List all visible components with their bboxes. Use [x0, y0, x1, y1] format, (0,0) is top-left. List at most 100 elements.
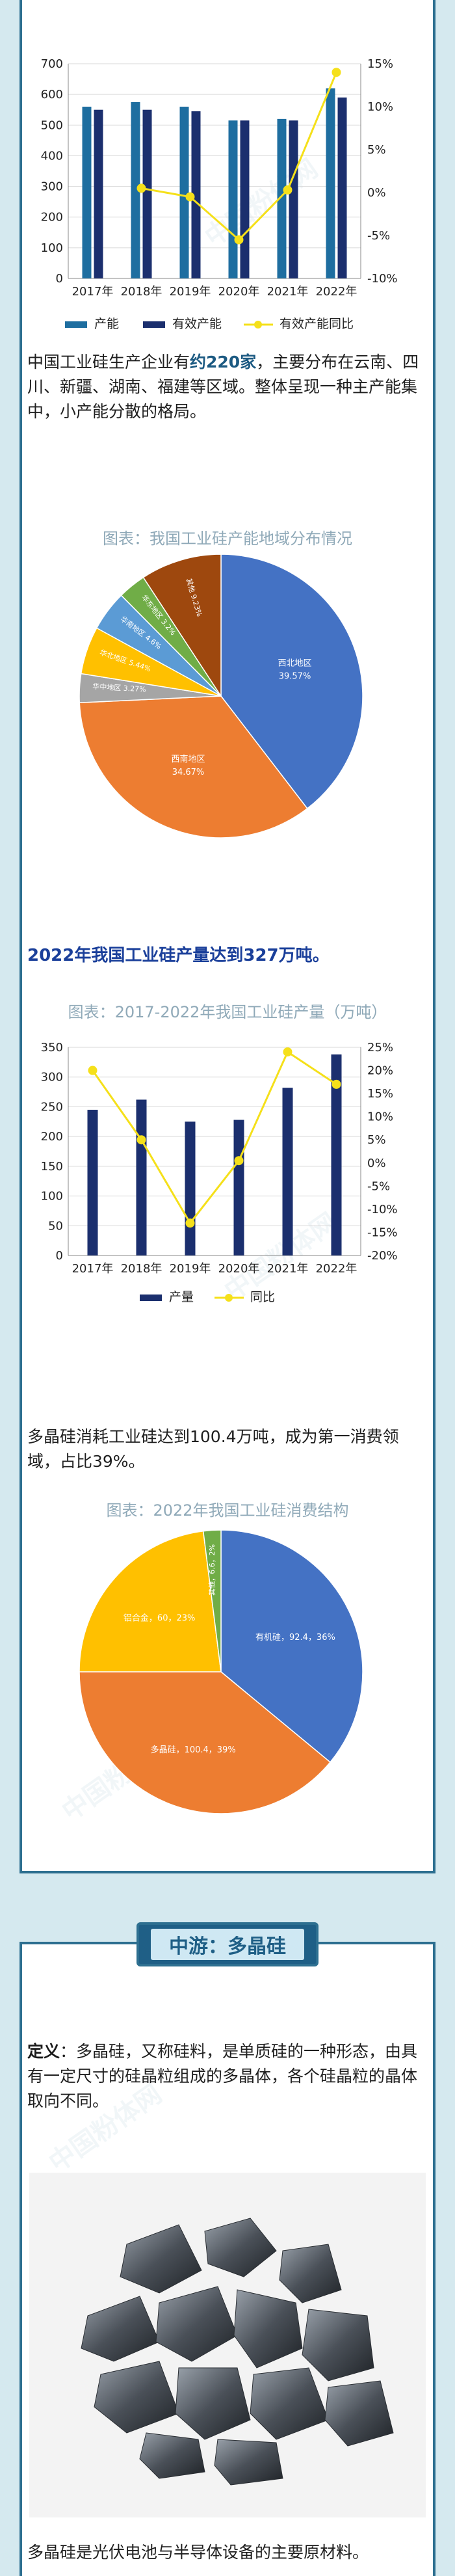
- point-同比: [283, 1047, 292, 1057]
- legend-label-output: 产量: [169, 1290, 194, 1304]
- point-同比: [185, 1218, 195, 1228]
- legend-marker-yoy: [254, 321, 262, 329]
- y-tick-label: 0: [56, 272, 63, 286]
- y-tick-label: 300: [41, 1071, 63, 1084]
- bar-产量: [87, 1110, 98, 1255]
- polysilicon-photo: [29, 2173, 426, 2517]
- y-tick-label: 300: [41, 180, 63, 194]
- x-tick-label: 2021年: [267, 285, 309, 299]
- production-bar-line-chart: 0 50 100 150 200 250 300 350 25% 20% 15% 10% 5% 0% -5%…: [41, 1041, 398, 1304]
- x-tick-label: 2018年: [121, 285, 162, 299]
- x-tick-label: 2019年: [170, 1262, 211, 1276]
- legend-swatch-capacity: [65, 321, 87, 328]
- y-tick-label: 200: [41, 1130, 63, 1144]
- y2-tick-label: 5%: [367, 1133, 386, 1147]
- point-同比: [332, 1079, 341, 1089]
- y-tick-label: 700: [41, 57, 63, 71]
- bar-产能: [326, 88, 335, 278]
- para1-text-rest: ，主要分布在云南、四川、新疆、湖南、福建等区域。整体呈现一种主产能集中，小产能分…: [27, 353, 419, 421]
- y2-tick-label: -5%: [367, 229, 390, 243]
- y-tick-label: 250: [41, 1100, 63, 1114]
- legend-marker-yoy: [225, 1294, 233, 1302]
- bar-有效产能: [337, 97, 347, 278]
- bar-产量: [331, 1054, 342, 1255]
- chart3-title: 图表：2017-2022年我国工业硅产量（万吨）: [68, 1003, 387, 1021]
- y-tick-label: 100: [41, 1190, 63, 1203]
- point-有效产能同比: [234, 235, 244, 245]
- y-tick-label: 100: [41, 241, 63, 255]
- pie-slice: [79, 1671, 332, 1814]
- bar-产能: [277, 118, 287, 278]
- paragraph-polysilicon-use: 多晶硅是光伏电池与半导体设备的主要原材料。: [27, 2543, 369, 2562]
- y-tick-label: 600: [41, 88, 63, 101]
- pie-value: 34.67%: [172, 768, 205, 777]
- y2-tick-label: 20%: [367, 1064, 393, 1078]
- production-headline: 2022年我国工业硅产量达到327万吨。: [27, 946, 330, 965]
- bar-产能: [131, 101, 140, 278]
- pie-slice: [79, 695, 308, 839]
- pie-label: 铝合金，60，23%: [124, 1613, 195, 1623]
- y2-tick-label: -10%: [367, 272, 398, 286]
- y2-tick-label: -20%: [367, 1249, 398, 1263]
- x-tick-label: 2017年: [72, 285, 114, 299]
- y-tick-label: 400: [41, 149, 63, 163]
- bar-有效产能: [191, 111, 201, 279]
- y-tick-label: 150: [41, 1160, 63, 1174]
- legend-label-effective: 有效产能: [172, 317, 222, 331]
- y2-tick-label: 25%: [367, 1041, 393, 1054]
- legend-swatch-effective: [143, 321, 165, 328]
- capacity-bar-line-chart: 0 100 200 300 400 500 600 700 15% 10% 5% 0% -5% -10% 2…: [41, 57, 398, 331]
- bar-产能: [82, 107, 92, 278]
- definition-paragraph: 定义：多晶硅，又称硅料，是单质硅的一种形态，由具有一定尺寸的硅晶粒组成的多晶体，…: [27, 2039, 427, 2113]
- y2-tick-label: 10%: [367, 1110, 393, 1124]
- y2-tick-label: 0%: [367, 186, 386, 200]
- x-tick-label: 2020年: [218, 1262, 260, 1276]
- bar-有效产能: [142, 109, 152, 278]
- pie-label: 西南地区: [172, 754, 205, 764]
- point-有效产能同比: [332, 68, 341, 77]
- y2-tick-label: -15%: [367, 1226, 398, 1239]
- bar-产能: [179, 107, 189, 278]
- y2-tick-label: 15%: [367, 57, 393, 71]
- x-tick-label: 2018年: [121, 1262, 162, 1276]
- definition-text: ：多晶硅，又称硅料，是单质硅的一种形态，由具有一定尺寸的硅晶粒组成的多晶体，各个…: [27, 2042, 418, 2110]
- paragraph-enterprises: 中国工业硅生产企业有约220家，主要分布在云南、四川、新疆、湖南、福建等区域。整…: [27, 350, 427, 424]
- pie-slice: [142, 554, 222, 698]
- point-有效产能同比: [185, 192, 195, 202]
- chart2-title: 图表：我国工业硅产能地域分布情况: [103, 530, 352, 548]
- point-有效产能同比: [283, 185, 292, 195]
- legend-label-capacity: 产能: [94, 317, 119, 331]
- pie-label: 西北地区: [278, 658, 312, 668]
- y2-tick-label: -5%: [367, 1179, 390, 1193]
- y-tick-label: 500: [41, 118, 63, 132]
- y-tick-label: 50: [48, 1219, 63, 1233]
- section-badge-label: 中游：多晶硅: [151, 1929, 304, 1960]
- y2-tick-label: -10%: [367, 1203, 398, 1216]
- legend-label-yoy: 有效产能同比: [280, 317, 354, 331]
- bar-有效产能: [289, 120, 298, 278]
- x-tick-label: 2021年: [267, 1262, 309, 1276]
- pie-slice: [202, 1529, 222, 1672]
- bar-有效产能: [94, 109, 103, 278]
- point-同比: [136, 1135, 146, 1145]
- x-tick-label: 2017年: [72, 1262, 114, 1276]
- x-tick-label: 2019年: [170, 285, 211, 299]
- polysilicon-chunks-image: [81, 2218, 394, 2486]
- pie-slice: [220, 554, 363, 809]
- legend-swatch-output: [140, 1295, 162, 1301]
- x-tick-label: 2022年: [316, 1262, 358, 1276]
- paragraph-polysilicon-consumption: 多晶硅消耗工业硅达到100.4万吨，成为第一消费领域，占比39%。: [27, 1427, 399, 1471]
- y-tick-label: 0: [56, 1249, 63, 1263]
- point-有效产能同比: [136, 183, 146, 193]
- pie-label: 有机硅，92.4，36%: [255, 1633, 335, 1643]
- pie-label: 其他，6.6，2%: [208, 1544, 216, 1596]
- para1-highlight: 约220家: [190, 353, 257, 371]
- y-tick-label: 200: [41, 211, 63, 224]
- chart4-title: 图表：2022年我国工业硅消费结构: [106, 1501, 349, 1520]
- y-tick-label: 350: [41, 1041, 63, 1054]
- pie-slice: [79, 1530, 222, 1672]
- y2-tick-label: 15%: [367, 1087, 393, 1101]
- para1-text: 中国工业硅生产企业有: [27, 353, 190, 371]
- consumption-structure-pie: 有机硅，92.4，36% 多晶硅，100.4，39% 铝合金，60，23% 其他，6.…: [79, 1529, 363, 1814]
